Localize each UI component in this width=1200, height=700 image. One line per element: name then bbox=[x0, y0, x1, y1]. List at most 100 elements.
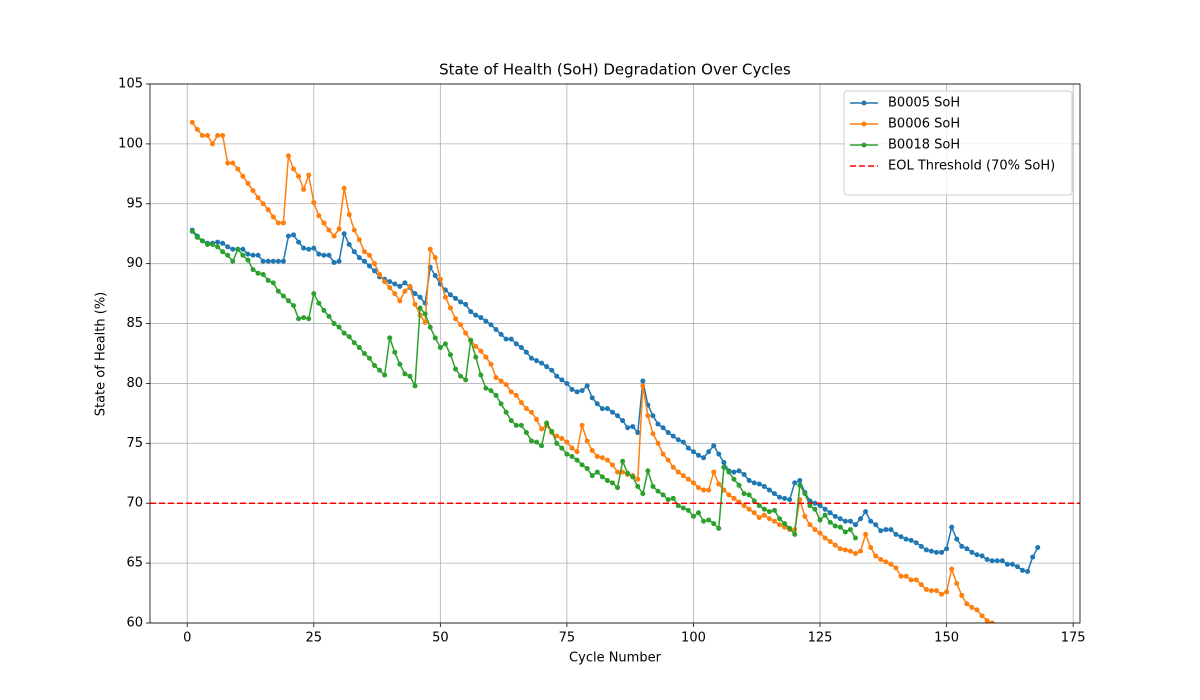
data-point bbox=[210, 141, 216, 147]
data-point bbox=[189, 119, 195, 125]
data-point bbox=[928, 548, 934, 554]
legend-marker bbox=[861, 121, 867, 127]
data-point bbox=[650, 413, 656, 419]
data-point bbox=[513, 422, 519, 428]
data-point bbox=[701, 455, 707, 461]
data-point bbox=[321, 220, 327, 226]
data-point bbox=[458, 373, 464, 379]
data-point bbox=[554, 373, 560, 379]
data-point bbox=[402, 288, 408, 294]
data-point bbox=[635, 430, 641, 436]
data-point bbox=[599, 406, 605, 412]
data-point bbox=[792, 531, 798, 537]
data-point bbox=[888, 527, 894, 533]
data-point bbox=[589, 473, 595, 479]
data-point bbox=[523, 349, 529, 355]
data-point bbox=[326, 227, 332, 233]
data-point bbox=[579, 388, 585, 394]
data-point bbox=[731, 476, 737, 482]
data-point bbox=[296, 173, 302, 179]
data-point bbox=[285, 298, 291, 304]
data-point bbox=[726, 492, 732, 498]
data-point bbox=[306, 172, 312, 178]
data-point bbox=[665, 497, 671, 503]
data-point bbox=[625, 470, 631, 476]
data-point bbox=[321, 307, 327, 313]
data-point bbox=[518, 400, 524, 406]
data-point bbox=[1009, 561, 1015, 567]
data-point bbox=[771, 518, 777, 524]
data-point bbox=[559, 377, 565, 383]
y-tick-label: 95 bbox=[126, 196, 143, 211]
data-point bbox=[534, 358, 540, 364]
data-point bbox=[539, 426, 545, 432]
data-point bbox=[842, 529, 848, 535]
data-point bbox=[291, 303, 297, 309]
data-point bbox=[766, 516, 772, 522]
data-point bbox=[604, 457, 610, 463]
data-point bbox=[372, 261, 378, 267]
data-point bbox=[903, 536, 909, 542]
data-point bbox=[463, 377, 469, 383]
data-point bbox=[670, 464, 676, 470]
data-point bbox=[771, 491, 777, 497]
data-point bbox=[336, 226, 342, 232]
data-point bbox=[422, 311, 428, 317]
data-point bbox=[417, 305, 423, 311]
data-point bbox=[432, 255, 438, 261]
data-point bbox=[291, 232, 297, 238]
data-point bbox=[1020, 567, 1026, 573]
data-point bbox=[366, 252, 372, 258]
data-point bbox=[478, 372, 484, 378]
data-point bbox=[493, 374, 499, 380]
data-point bbox=[528, 438, 534, 444]
data-point bbox=[701, 487, 707, 493]
data-point bbox=[954, 536, 960, 542]
data-point bbox=[473, 312, 479, 318]
data-point bbox=[372, 268, 378, 274]
x-tick-label: 150 bbox=[934, 631, 959, 646]
data-point bbox=[893, 565, 899, 571]
data-point bbox=[736, 468, 742, 474]
data-point bbox=[488, 322, 494, 328]
data-point bbox=[230, 246, 236, 252]
data-point bbox=[447, 352, 453, 358]
chart-title: State of Health (SoH) Degradation Over C… bbox=[439, 61, 791, 79]
data-point bbox=[908, 577, 914, 583]
data-point bbox=[913, 540, 919, 546]
data-point bbox=[341, 185, 347, 191]
data-point bbox=[792, 480, 798, 486]
data-point bbox=[852, 551, 858, 557]
data-point bbox=[615, 469, 621, 475]
data-point bbox=[306, 246, 312, 252]
data-point bbox=[716, 481, 722, 487]
data-point bbox=[463, 330, 469, 336]
data-point bbox=[356, 237, 362, 243]
data-point bbox=[306, 316, 312, 322]
data-point bbox=[609, 409, 615, 415]
data-point bbox=[696, 485, 702, 491]
data-point bbox=[230, 258, 236, 264]
data-point bbox=[863, 509, 869, 515]
data-point bbox=[660, 451, 666, 457]
data-point bbox=[696, 452, 702, 458]
data-point bbox=[964, 546, 970, 552]
data-point bbox=[260, 271, 266, 277]
data-point bbox=[630, 474, 636, 480]
data-point bbox=[847, 527, 853, 533]
data-point bbox=[625, 425, 631, 431]
plot-area bbox=[150, 119, 1080, 623]
data-point bbox=[210, 242, 216, 248]
y-tick-label: 60 bbox=[126, 616, 143, 631]
data-point bbox=[503, 336, 509, 342]
data-point bbox=[939, 591, 945, 597]
data-point bbox=[366, 263, 372, 269]
data-point bbox=[493, 327, 499, 333]
data-point bbox=[655, 440, 661, 446]
data-point bbox=[503, 409, 509, 415]
data-point bbox=[599, 455, 605, 461]
legend-marker bbox=[861, 142, 867, 148]
data-point bbox=[802, 491, 808, 497]
data-point bbox=[827, 519, 833, 525]
data-point bbox=[235, 166, 241, 172]
